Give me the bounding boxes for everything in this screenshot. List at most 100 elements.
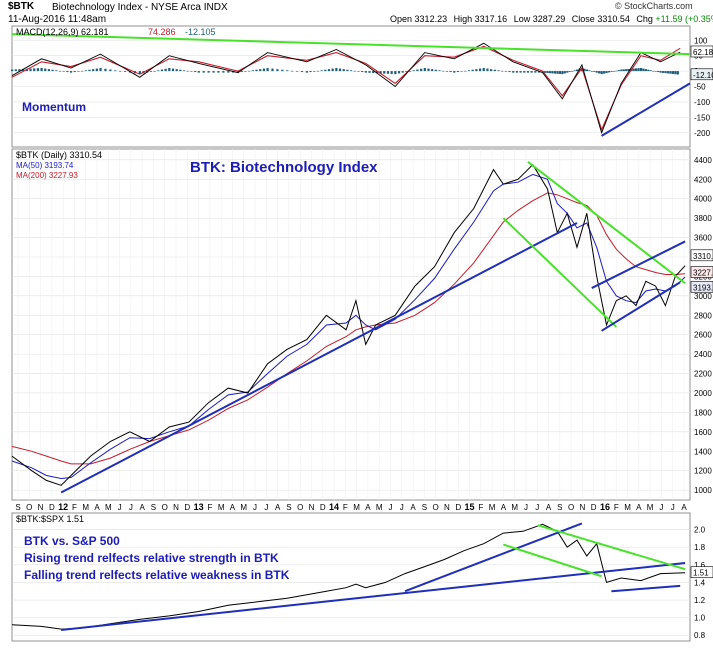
macd-histogram-bar xyxy=(259,69,262,72)
macd-histogram-bar xyxy=(295,71,299,72)
price-ytick: 2600 xyxy=(694,331,712,340)
macd-histogram-bar xyxy=(523,71,526,73)
macd-histogram-bar xyxy=(664,71,667,74)
change-label: Chg xyxy=(636,14,653,24)
macd-hist-last-value: -12.105 xyxy=(693,71,713,80)
price-xtick: J xyxy=(264,503,268,512)
price-xtick: A xyxy=(410,503,416,512)
macd-histogram-bar xyxy=(674,71,677,75)
macd-histogram-bar xyxy=(251,70,254,72)
price-xtick: M xyxy=(489,503,496,512)
macd-histogram-bar xyxy=(114,70,117,72)
price-xtick: S xyxy=(557,503,562,512)
price-chart-title: BTK: Biotechnology Index xyxy=(190,159,378,176)
macd-histogram-bar xyxy=(519,71,522,73)
macd-histogram-bar xyxy=(266,68,269,72)
macd-histogram-bar xyxy=(66,71,69,73)
price-xtick: A xyxy=(681,503,687,512)
macd-histogram-bar xyxy=(652,70,655,72)
ratio-trendline xyxy=(61,562,686,631)
macd-histogram-bar xyxy=(445,71,449,72)
macd-histogram-bar xyxy=(475,69,478,72)
price-xtick: O xyxy=(297,503,303,512)
macd-histogram-bar xyxy=(386,71,390,74)
macd-histogram-bar xyxy=(99,68,102,72)
macd-histogram-bar xyxy=(546,71,549,74)
macd-histogram-bar xyxy=(397,71,401,74)
macd-histogram-bar xyxy=(537,71,541,73)
price-ytick: 3800 xyxy=(694,214,712,223)
macd-histogram-bar xyxy=(81,70,84,72)
macd-ytick: -200 xyxy=(694,129,711,138)
macd-histogram-bar xyxy=(335,68,338,72)
ma200-line xyxy=(11,192,686,465)
macd-histogram-bar xyxy=(622,69,625,72)
ratio-annotation-line: BTK vs. S&P 500 xyxy=(24,534,120,548)
panel-frame-2 xyxy=(11,148,691,501)
price-xtick: D xyxy=(320,503,326,512)
macd-histogram-bar xyxy=(346,69,349,72)
price-trendline xyxy=(60,222,578,494)
ohlc-readout: Open 3312.23 High 3317.16 Low 3287.29 Cl… xyxy=(390,14,713,24)
macd-histogram-bar xyxy=(561,71,564,75)
price-xtick: J xyxy=(389,503,393,512)
macd-histogram-bar xyxy=(625,69,628,72)
macd-histogram-bar xyxy=(313,71,316,72)
price-xtick: 15 xyxy=(465,502,475,512)
macd-histogram-bar xyxy=(186,70,189,72)
macd-histogram-bar xyxy=(104,68,107,72)
macd-hist-last-value-box xyxy=(690,68,713,81)
price-ytick: 1000 xyxy=(694,486,712,495)
macd-histogram-bar xyxy=(331,68,334,72)
price-xtick: S xyxy=(286,503,291,512)
macd-histogram-bar xyxy=(237,71,240,73)
price-xtick: S xyxy=(151,503,156,512)
macd-histogram-bar xyxy=(585,69,589,72)
price-xtick: J xyxy=(524,503,528,512)
macd-histogram-bar xyxy=(632,68,635,72)
panel-frame-3 xyxy=(11,512,691,642)
macd-histogram-bar xyxy=(51,69,54,72)
macd-histogram-bar xyxy=(202,71,205,73)
macd-trendline xyxy=(601,82,691,137)
price-ytick: 1800 xyxy=(694,408,712,417)
macd-histogram-bar xyxy=(617,70,620,72)
ratio-ytick: 1.0 xyxy=(694,614,706,623)
macd-histogram-bar xyxy=(182,70,186,72)
macd-histogram-bar xyxy=(157,70,160,72)
macd-histogram-bar xyxy=(44,68,47,72)
price-xtick: A xyxy=(546,503,552,512)
macd-histogram-bar xyxy=(600,71,603,75)
macd-histogram-bar xyxy=(637,68,640,72)
price-xtick: M xyxy=(511,503,518,512)
ratio-annotation-line: Falling trend relfects relative weakness… xyxy=(24,568,290,582)
chart-subtitle: Biotechnology Index - NYSE Arca INDX xyxy=(52,2,228,13)
macd-histogram-bar xyxy=(649,70,652,72)
macd-histogram-bar xyxy=(669,71,672,74)
price-xtick: J xyxy=(129,503,133,512)
macd-histogram-bar xyxy=(408,71,412,72)
price-xtick: M xyxy=(82,503,89,512)
macd-histogram-bar xyxy=(595,71,598,73)
ma50-line xyxy=(11,173,686,480)
price-xtick: M xyxy=(376,503,383,512)
close-value: 3310.54 xyxy=(597,14,630,24)
macd-histogram-bar xyxy=(55,70,58,72)
ratio-ytick: 2.0 xyxy=(694,526,706,535)
price-ytick: 2400 xyxy=(694,350,712,359)
price-ytick: 1200 xyxy=(694,467,712,476)
momentum-annotation: Momentum xyxy=(22,100,86,114)
macd-histogram-bar xyxy=(383,71,386,74)
macd-histogram-bar xyxy=(22,68,25,72)
macd-histogram-bar xyxy=(350,70,353,72)
price-last-value-box xyxy=(690,249,713,262)
price-xtick: J xyxy=(400,503,404,512)
macd-histogram-bar xyxy=(657,71,660,73)
ma50-legend: MA(50) 3193.74 xyxy=(16,161,74,170)
macd-histogram-bar xyxy=(281,69,284,72)
price-xtick: D xyxy=(49,503,55,512)
macd-histogram-bar xyxy=(563,71,566,74)
macd-histogram-bar xyxy=(493,69,496,72)
macd-histogram-bar xyxy=(168,68,171,72)
macd-histogram-bar xyxy=(212,71,215,73)
